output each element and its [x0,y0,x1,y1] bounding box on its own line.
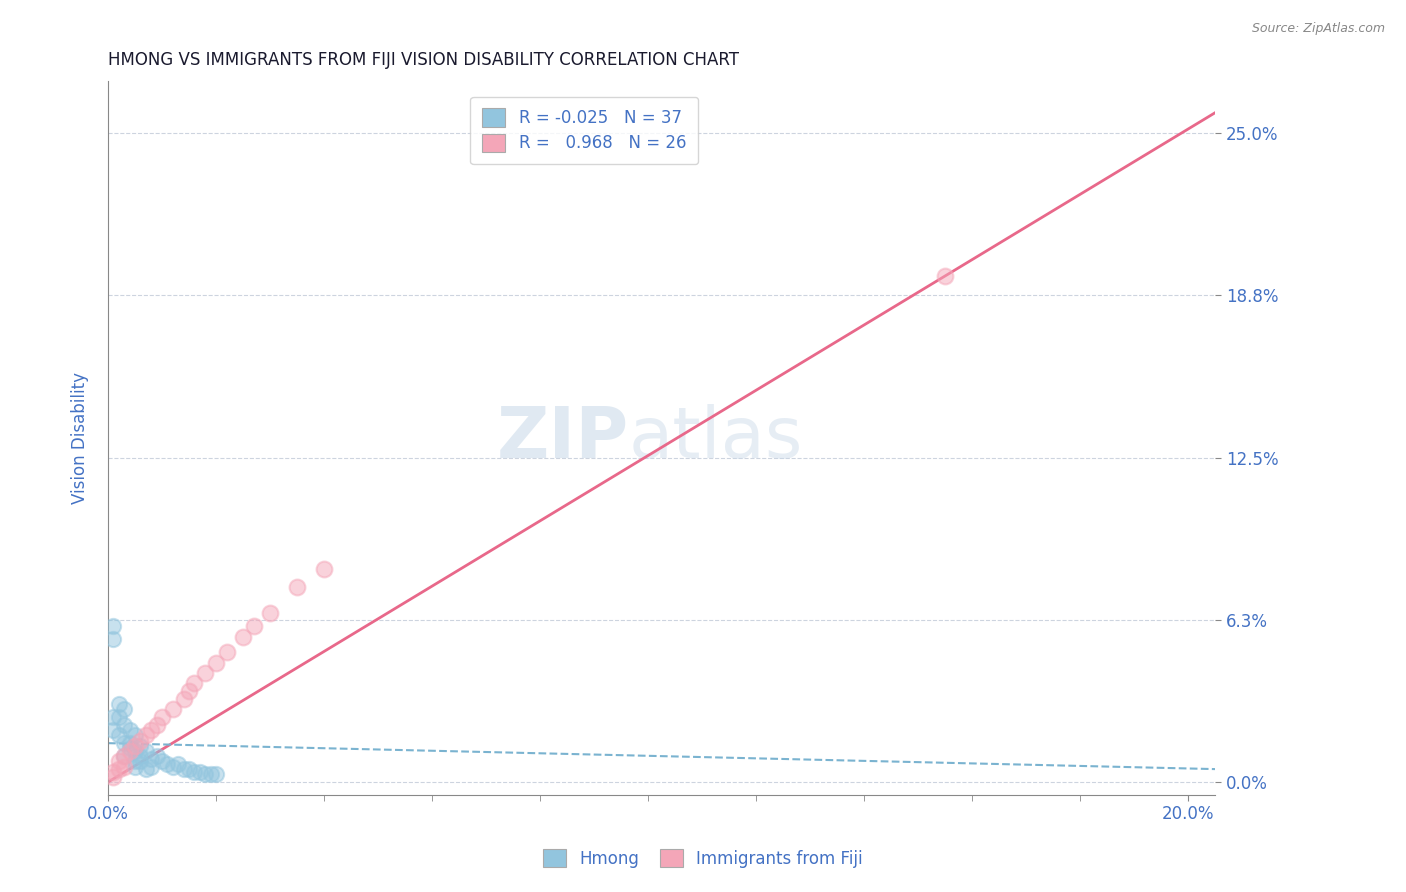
Point [150,755,173,769]
Legend: R = -0.025   N = 37, R =   0.968   N = 26: R = -0.025 N = 37, R = 0.968 N = 26 [471,97,697,164]
Point [112,749,135,764]
Point [200,767,222,781]
Legend: Hmong, Immigrants from Fiji: Hmong, Immigrants from Fiji [531,838,875,880]
Point [173,762,195,776]
Point [141,752,163,766]
Point [118,741,141,756]
Point [205,767,228,781]
Point [124,728,146,742]
Point [156,756,179,771]
Text: atlas: atlas [628,404,803,473]
Point [103,710,125,724]
Point [118,736,141,750]
Point [112,718,135,732]
Point [188,764,211,779]
Point [103,764,125,779]
Point [194,666,217,681]
Point [129,739,152,753]
Point [112,702,135,716]
Point [177,684,200,698]
Point [183,676,205,690]
Point [124,744,146,758]
Point [103,619,125,633]
Point [118,723,141,738]
Point [112,749,135,764]
Point [107,755,129,769]
Point [162,759,184,773]
Point [150,710,173,724]
Point [112,736,135,750]
Point [118,744,141,758]
Text: Source: ZipAtlas.com: Source: ZipAtlas.com [1251,22,1385,36]
Point [103,770,125,784]
Text: ZIP: ZIP [496,404,628,473]
Point [124,755,146,769]
Point [205,656,228,670]
Point [135,728,157,742]
Point [167,756,190,771]
Point [177,762,200,776]
Point [232,630,254,644]
Point [124,739,146,753]
Point [112,759,135,773]
Point [107,710,129,724]
Point [934,268,956,283]
Point [162,702,184,716]
Point [173,692,195,706]
Point [107,697,129,711]
Point [141,759,163,773]
Point [259,607,281,621]
Point [107,728,129,742]
Point [183,764,205,779]
Point [135,762,157,776]
Text: HMONG VS IMMIGRANTS FROM FIJI VISION DISABILITY CORRELATION CHART: HMONG VS IMMIGRANTS FROM FIJI VISION DIS… [108,51,740,69]
Point [129,733,152,747]
Point [215,645,238,659]
Point [285,581,308,595]
Point [243,619,266,633]
Point [103,632,125,647]
Point [135,744,157,758]
Point [314,562,336,576]
Point [194,767,217,781]
Y-axis label: Vision Disability: Vision Disability [72,372,89,504]
Point [145,718,167,732]
Point [129,755,152,769]
Point [141,723,163,738]
Point [145,749,167,764]
Point [107,762,129,776]
Point [124,759,146,773]
Point [129,749,152,764]
Point [103,723,125,738]
